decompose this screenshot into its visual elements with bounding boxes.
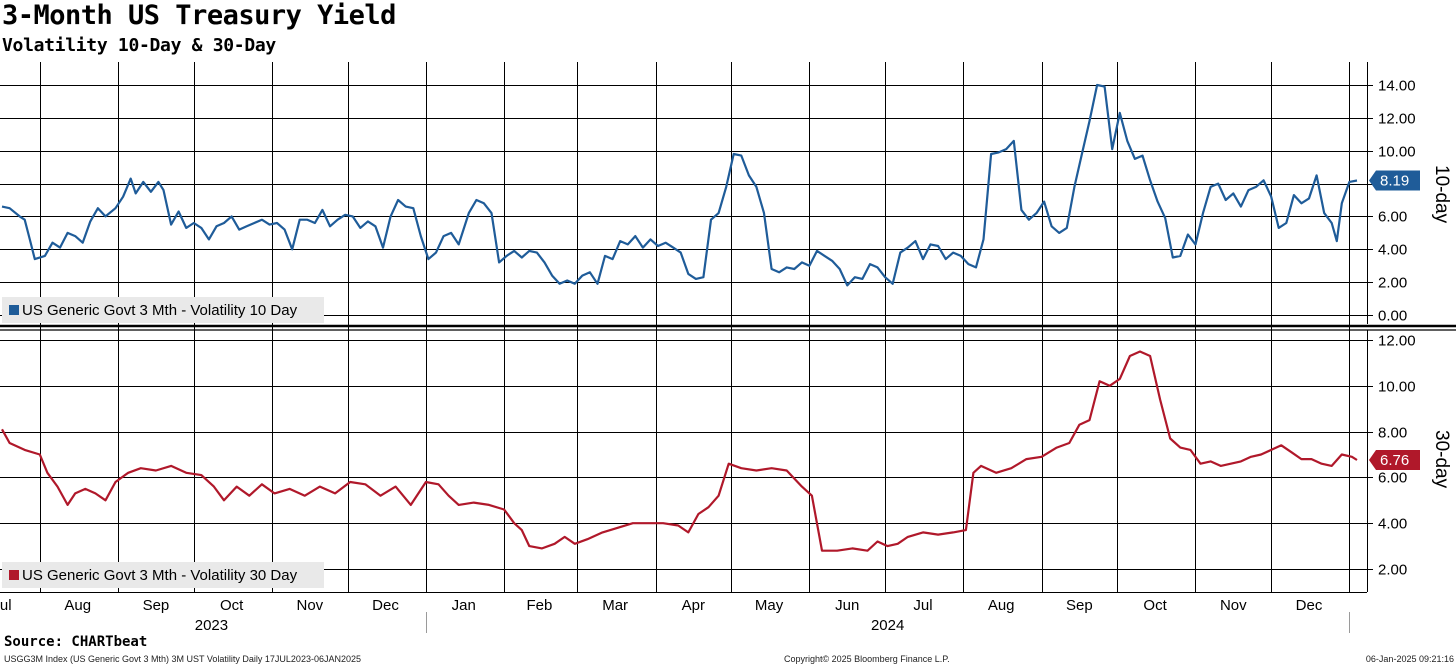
last-value-label: 8.19 xyxy=(1380,172,1409,189)
chart-subtitle: Volatility 10-Day & 30-Day xyxy=(2,35,276,56)
x-year-label: 2024 xyxy=(871,617,904,634)
y-tick-label: 0.00 xyxy=(1378,308,1407,325)
y-tick-label: 12.00 xyxy=(1378,111,1416,128)
y-tick-label: 8.00 xyxy=(1378,425,1407,442)
x-month-label: Jul xyxy=(0,597,12,614)
x-month-label: Oct xyxy=(1143,597,1167,614)
x-month-label: Apr xyxy=(682,597,705,614)
y-axis-label: 30-day xyxy=(1431,430,1452,489)
legend-label: US Generic Govt 3 Mth - Volatility 30 Da… xyxy=(22,567,298,584)
x-month-label: Nov xyxy=(1220,597,1247,614)
source-note: Source: CHARTbeat xyxy=(4,634,148,650)
y-tick-label: 6.00 xyxy=(1378,209,1407,226)
x-month-label: Sep xyxy=(143,597,170,614)
legend-swatch xyxy=(9,570,19,580)
x-month-label: Feb xyxy=(527,597,553,614)
y-tick-label: 4.00 xyxy=(1378,242,1407,259)
last-value-tag-10-day: 8.19 xyxy=(1369,170,1420,191)
x-month-label: Dec xyxy=(372,597,399,614)
x-month-label: Nov xyxy=(296,597,323,614)
last-value-badge xyxy=(1369,170,1420,191)
y-tick-label: 4.00 xyxy=(1378,516,1407,533)
x-month-label: Dec xyxy=(1296,597,1323,614)
last-value-badge xyxy=(1369,449,1420,470)
legend-box xyxy=(2,297,324,323)
x-month-label: Oct xyxy=(220,597,244,614)
y-tick-label: 14.00 xyxy=(1378,78,1416,95)
x-month-label: May xyxy=(755,597,784,614)
x-month-label: Sep xyxy=(1066,597,1093,614)
y-tick-label: 2.00 xyxy=(1378,562,1407,579)
series-30-day-line xyxy=(1,350,1358,552)
legend-box xyxy=(2,562,324,588)
y-tick-label: 10.00 xyxy=(1378,379,1416,396)
y-axis-label: 10-day xyxy=(1431,165,1452,224)
label-layer: 0.00 2.00 4.00 6.00 8.00 10.00 12.00 14.00 8.19 1… xyxy=(0,78,1452,635)
x-year-label: 2023 xyxy=(195,617,228,634)
footer-timestamp: 06-Jan-2025 09:21:16 xyxy=(1365,654,1454,664)
legend-swatch xyxy=(9,305,19,315)
footer-copyright: Copyright© 2025 Bloomberg Finance L.P. xyxy=(784,654,950,664)
x-month-label: Jul xyxy=(913,597,932,614)
y-tick-label: 6.00 xyxy=(1378,470,1407,487)
x-month-label: Mar xyxy=(602,597,628,614)
footer-index-info: USGG3M Index (US Generic Govt 3 Mth) 3M … xyxy=(4,654,361,664)
y-tick-label: 12.00 xyxy=(1378,333,1416,350)
chart-title: 3-Month US Treasury Yield xyxy=(2,0,396,31)
last-value-tag-30-day: 6.76 xyxy=(1369,449,1420,470)
x-month-label: Jun xyxy=(835,597,859,614)
y-tick-label: 10.00 xyxy=(1378,144,1416,161)
y-tick-label: 2.00 xyxy=(1378,275,1407,292)
legend-label: US Generic Govt 3 Mth - Volatility 10 Da… xyxy=(22,302,298,319)
x-month-label: Aug xyxy=(64,597,91,614)
grid-layer xyxy=(0,62,1456,633)
x-month-label: Jan xyxy=(452,597,476,614)
x-month-label: Aug xyxy=(988,597,1015,614)
series-layer xyxy=(1,83,1358,552)
last-value-label: 6.76 xyxy=(1380,452,1409,469)
series-10-day-line xyxy=(1,83,1358,287)
